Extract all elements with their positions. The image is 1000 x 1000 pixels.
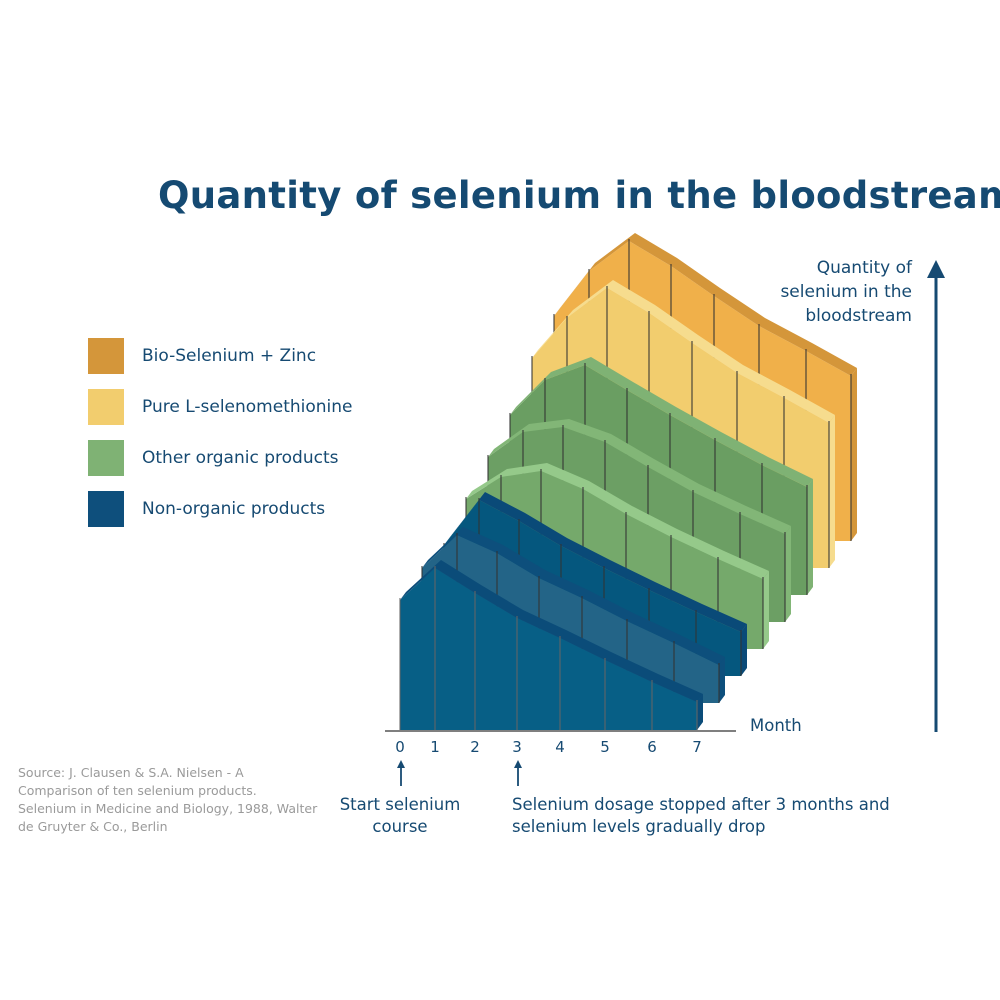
y-axis-label: Quantity of selenium in the bloodstream	[780, 258, 912, 326]
x-tick-label: 0	[395, 738, 405, 756]
legend-label: Pure L-selenomethionine	[142, 397, 353, 417]
stop-annotation: Selenium dosage stopped after 3 months a…	[512, 795, 890, 836]
ribbon-top	[488, 419, 791, 534]
ribbon-end	[697, 694, 703, 730]
x-tick-label: 5	[600, 738, 610, 756]
legend: Bio-Selenium + Zinc Pure L-selenomethion…	[88, 338, 353, 542]
ribbon-end	[719, 657, 725, 703]
legend-item: Pure L-selenomethionine	[88, 389, 353, 425]
legend-label: Other organic products	[142, 448, 339, 468]
ribbon-end	[741, 624, 747, 676]
ribbon-end	[785, 526, 791, 622]
x-tick-label: 1	[430, 738, 440, 756]
start-annotation: Start selenium course	[339, 795, 461, 836]
chart-title: Quantity of selenium in the bloodstream	[158, 174, 1000, 217]
legend-swatch	[88, 440, 124, 476]
stop-arrow-icon	[514, 760, 522, 786]
x-tick-label: 7	[692, 738, 702, 756]
x-tick-label: 6	[647, 738, 657, 756]
x-tick-label: 2	[470, 738, 480, 756]
legend-label: Bio-Selenium + Zinc	[142, 346, 317, 366]
source-citation: Source: J. Clausen & S.A. Nielsen - A Co…	[18, 765, 318, 834]
x-tick-label: 3	[512, 738, 522, 756]
legend-label: Non-organic products	[142, 499, 326, 519]
ribbon-end	[829, 415, 835, 568]
ribbon-top	[422, 527, 725, 665]
ribbon-top	[466, 463, 769, 579]
x-tick-label: 4	[555, 738, 565, 756]
ribbon-top	[444, 492, 747, 632]
legend-swatch	[88, 389, 124, 425]
ribbon-top	[554, 233, 857, 376]
y-axis-arrowhead-icon	[927, 260, 945, 278]
ribbon-face	[400, 568, 697, 730]
legend-item: Bio-Selenium + Zinc	[88, 338, 353, 374]
ribbon-end	[763, 571, 769, 649]
legend-swatch	[88, 491, 124, 527]
ribbon-end	[851, 368, 857, 541]
ribbon-top	[532, 280, 835, 423]
ribbon-series	[399, 560, 703, 730]
legend-item: Non-organic products	[88, 491, 353, 527]
ribbon-end	[807, 479, 813, 595]
ribbon-top	[400, 560, 703, 702]
ribbon-top	[510, 357, 813, 487]
legend-item: Other organic products	[88, 440, 353, 476]
start-arrow-icon	[397, 760, 405, 786]
x-axis-label: Month	[750, 716, 802, 735]
legend-swatch	[88, 338, 124, 374]
